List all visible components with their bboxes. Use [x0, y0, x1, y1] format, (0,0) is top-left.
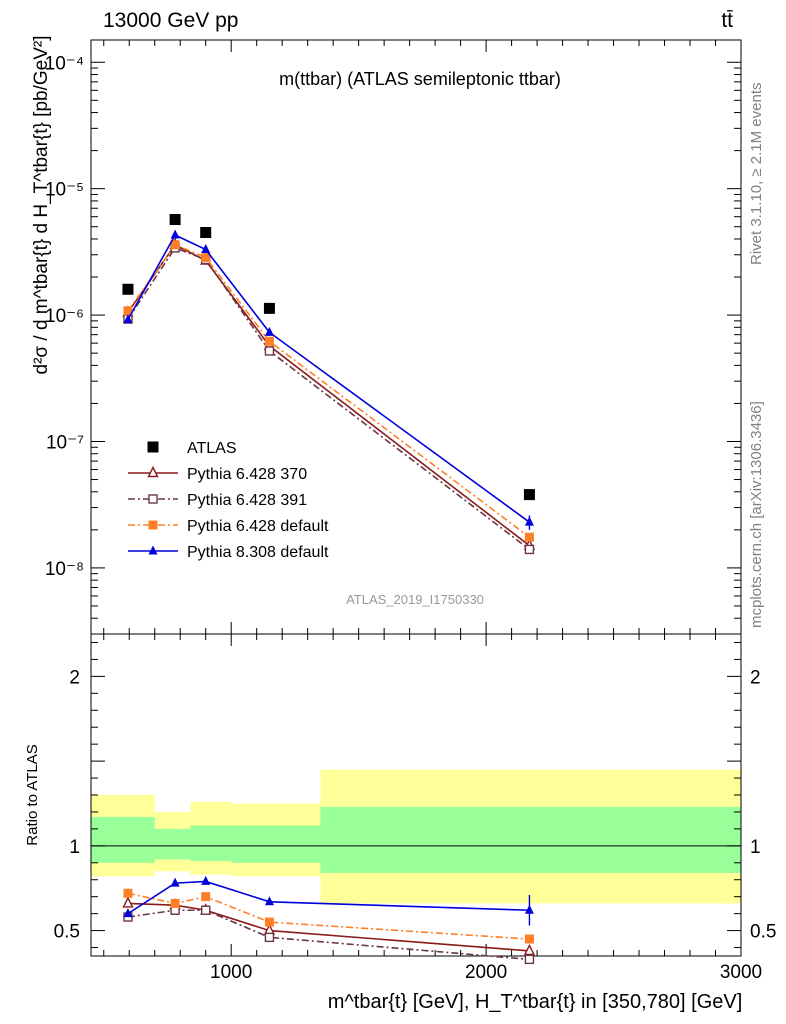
data-point [148, 545, 158, 555]
data-point [264, 346, 275, 356]
y-tick-label: 10⁻⁴ [45, 53, 84, 74]
data-point [523, 489, 535, 501]
ratio-tick-label-right: 1 [750, 837, 761, 858]
ratio-tick-label-right: 0.5 [750, 922, 776, 943]
series-line-2 [127, 246, 530, 551]
ratio-band-inner [190, 825, 232, 862]
ratio-tick-label: 0.5 [54, 922, 80, 943]
data-point [524, 544, 535, 555]
rivet-label: Rivet 3.1.10, ≥ 2.1M events [748, 83, 765, 266]
data-point [201, 875, 211, 885]
data-point [524, 532, 534, 542]
data-point [147, 441, 159, 453]
ratio-band-inner [91, 817, 155, 863]
data-point [264, 917, 274, 927]
data-point [264, 932, 275, 943]
legend: ATLAS Pythia 6.428 370 Pythia 6.428 391 Pyt… [128, 440, 329, 561]
data-point [524, 934, 534, 944]
data-point [200, 227, 212, 239]
data-point [122, 896, 134, 908]
data-point [170, 240, 180, 250]
data-point [524, 954, 535, 965]
data-point [123, 314, 133, 324]
x-tick-label: 1000 [210, 962, 252, 983]
ratio-tick-label-right: 2 [750, 667, 761, 688]
data-point [170, 898, 180, 908]
data-point [123, 908, 133, 918]
x-tick-label: 3000 [720, 962, 762, 983]
legend-label-0: ATLAS [187, 440, 237, 457]
data-point [201, 892, 211, 902]
data-point [123, 888, 133, 898]
y-tick-label: 10⁻⁸ [45, 559, 84, 580]
data-point [201, 244, 211, 254]
x-tick-label: 2000 [465, 962, 507, 983]
data-point [264, 896, 274, 906]
analysis-id-label: ATLAS_2019_I1750330 [346, 592, 484, 607]
ratio-band-inner [154, 828, 191, 860]
ratio-tick-label: 2 [69, 667, 80, 688]
ratio-band-inner [231, 825, 321, 863]
data-point [169, 214, 181, 226]
process-label: tt̄ [721, 9, 733, 32]
data-point [170, 877, 180, 887]
data-point [523, 943, 536, 956]
legend-label-2: Pythia 6.428 391 [187, 492, 307, 509]
data-point [201, 253, 211, 263]
data-point [147, 465, 159, 478]
main-plot: 10⁻⁸ 10⁻⁷ 10⁻⁶ 10⁻⁵ 10⁻⁴ [45, 39, 742, 956]
energy-label: 13000 GeV pp [103, 9, 238, 32]
y-tick-label: 10⁻⁵ [45, 180, 84, 201]
data-point [170, 229, 180, 239]
x-axis-title: m^tbar{t} [GeV], H_T^tbar{t} in [350,780… [328, 991, 743, 1013]
data-point [264, 326, 274, 336]
legend-label-3: Pythia 6.428 default [187, 518, 329, 535]
data-point [264, 336, 274, 346]
legend-label-4: Pythia 8.308 default [187, 544, 329, 561]
data-point [148, 520, 158, 530]
ratio-axis-title: Ratio to ATLAS [24, 744, 41, 845]
ratio-band-inner [320, 806, 741, 873]
data-point [123, 306, 133, 316]
data-point [263, 302, 275, 314]
y-tick-label: 10⁻⁷ [46, 432, 84, 453]
ratio-plot: 1000 2000 3000 0.5 0.5 1 1 2 2 [54, 633, 776, 983]
plot-title: m(ttbar) (ATLAS semileptonic ttbar) [279, 69, 561, 89]
data-point [201, 905, 211, 915]
y-axis-title: d²σ / d m^tbar{t} d H_T^tbar{t} [pb/GeV²… [31, 36, 52, 375]
data-point [122, 283, 134, 295]
legend-label-1: Pythia 6.428 370 [187, 466, 307, 483]
data-point [148, 494, 158, 504]
y-tick-label: 10⁻⁶ [45, 306, 84, 327]
ratio-tick-label: 1 [69, 837, 80, 858]
mcplots-label: mcplots.cern.ch [arXiv:1306.3436] [748, 401, 765, 628]
